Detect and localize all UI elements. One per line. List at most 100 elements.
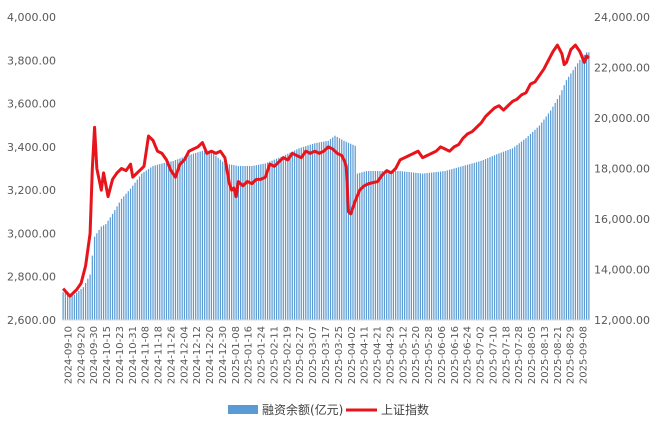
bar [251, 165, 253, 320]
bar [118, 202, 120, 320]
bar [428, 172, 430, 320]
bar [523, 139, 525, 320]
bar [583, 54, 586, 321]
bar [368, 171, 370, 320]
bar [300, 147, 302, 320]
bar [257, 164, 260, 320]
bar [332, 137, 334, 320]
bar [147, 169, 150, 320]
x-tick-label: 2025-02-11 [270, 326, 281, 384]
x-tick-label: 2024-11-26 [167, 326, 178, 384]
y-left-tick-label: 3,800.00 [7, 54, 56, 67]
x-tick-label: 2024-09-30 [89, 326, 100, 384]
bar [478, 161, 480, 320]
bar [262, 163, 264, 320]
bar [469, 164, 471, 320]
bar [552, 106, 554, 320]
bar [417, 173, 419, 320]
bar [217, 157, 219, 320]
bar [435, 172, 437, 320]
bar [491, 156, 493, 320]
bar [437, 171, 439, 320]
legend-swatch-bar [228, 405, 258, 414]
bar [430, 172, 433, 320]
x-tick-label: 2024-12-04 [179, 326, 190, 384]
x-tick-label: 2025-07-02 [476, 326, 487, 384]
bar [204, 150, 206, 320]
bar [399, 171, 401, 320]
bar [547, 113, 550, 321]
bar [177, 159, 179, 320]
bar [195, 152, 197, 320]
bar [289, 152, 291, 320]
bar [179, 158, 181, 320]
bar [586, 52, 588, 320]
line-path [62, 43, 590, 298]
left-axis: 2,600.00 2,800.00 3,000.00 3,200.00 3,400.00… [7, 11, 56, 327]
bar [511, 148, 514, 320]
bar [480, 160, 482, 320]
bar [100, 226, 102, 320]
bar [105, 224, 107, 320]
x-axis: 2024-09-10 2024-09-20 2024-09-30 2024-10-15… [62, 319, 590, 384]
y-right-tick-label: 12,000.00 [594, 314, 650, 327]
bar [577, 63, 579, 320]
bar [127, 191, 129, 320]
bar [538, 125, 541, 320]
bar [132, 185, 134, 320]
bar [116, 206, 118, 321]
x-tick-label: 2024-10-15 [102, 326, 113, 384]
bar [455, 167, 457, 320]
bar [311, 143, 314, 320]
x-tick-label: 2024-09-10 [63, 326, 74, 384]
x-tick-label: 2025-07-18 [501, 326, 512, 384]
x-tick-label: 2024-12-12 [192, 326, 203, 384]
y-right-tick-label: 18,000.00 [594, 163, 650, 176]
x-tick-label: 2025-01-16 [244, 326, 255, 384]
bar [320, 141, 323, 320]
bar [475, 162, 478, 320]
x-tick-label: 2025-08-29 [566, 326, 577, 384]
x-tick-label: 2024-10-23 [115, 326, 126, 384]
bar [84, 282, 87, 320]
bar [275, 158, 278, 320]
bar [78, 290, 80, 320]
bar [280, 156, 282, 320]
bar [123, 196, 125, 320]
bar [125, 193, 127, 320]
bar [556, 99, 559, 320]
bar [390, 171, 392, 320]
legend-label-bar: 融资余额(亿元) [262, 402, 343, 417]
bar [502, 151, 505, 320]
bar [284, 154, 287, 320]
bar [208, 150, 210, 320]
bar [466, 164, 469, 320]
bar [525, 138, 527, 320]
bar [433, 172, 435, 320]
bar [496, 154, 498, 320]
x-tick-label: 2025-08-05 [527, 326, 538, 384]
bar [336, 136, 338, 320]
bar [347, 142, 350, 320]
x-tick-label: 2025-03-07 [308, 326, 319, 384]
y-right-tick-label: 16,000.00 [594, 213, 650, 226]
bar [314, 143, 316, 320]
bar [165, 162, 168, 320]
bar [71, 294, 73, 320]
bar [253, 165, 255, 320]
bar [224, 163, 226, 320]
x-tick-label: 2025-04-21 [373, 326, 384, 384]
bar [89, 274, 91, 320]
bar [302, 146, 305, 320]
bar [271, 160, 273, 320]
bar [448, 169, 451, 320]
x-tick-label: 2025-09-08 [579, 326, 590, 384]
y-left-tick-label: 3,400.00 [7, 141, 56, 154]
y-left-tick-label: 4,000.00 [7, 11, 56, 24]
x-tick-label: 2024-10-31 [128, 326, 139, 384]
bar [291, 151, 293, 320]
bar [109, 217, 111, 320]
bar [215, 155, 217, 321]
bar [527, 136, 529, 320]
